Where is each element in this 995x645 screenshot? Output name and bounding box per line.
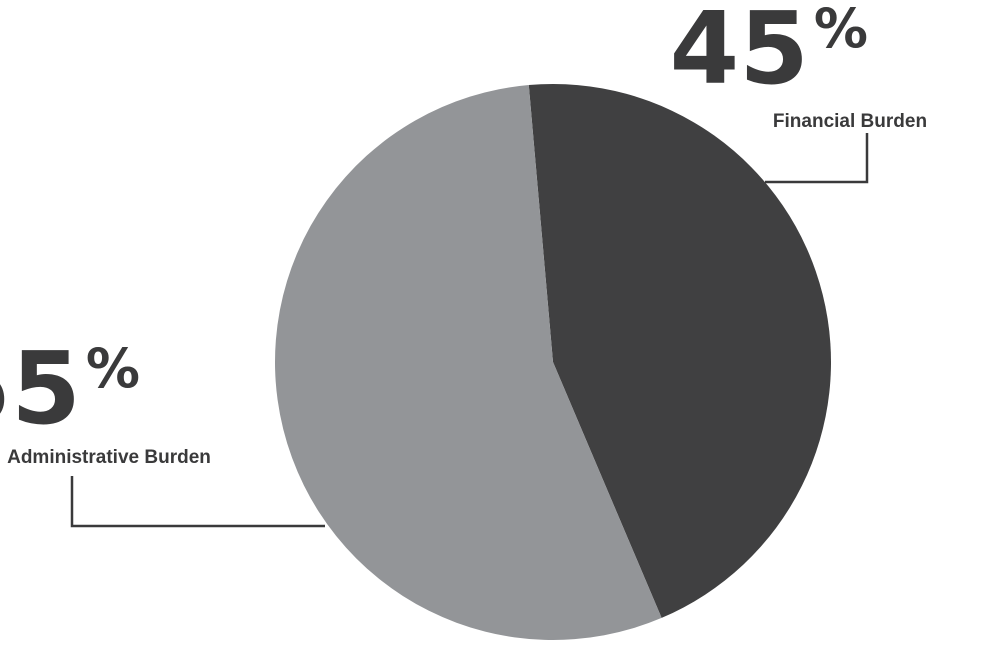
value-label-financial-sign: % [814, 0, 868, 60]
leader-line-financial [765, 133, 869, 184]
value-label-financial: 45 % [670, 0, 868, 107]
pie-slice-financial-burden [528, 84, 831, 618]
value-label-financial-number: 45 [670, 0, 809, 107]
value-label-administrative: 55 % [0, 330, 140, 447]
category-label-administrative: Administrative Burden [7, 447, 211, 468]
value-label-administrative-sign: % [86, 337, 140, 400]
category-label-financial: Financial Burden [773, 111, 927, 132]
value-label-administrative-number: 55 [0, 330, 81, 447]
pie-slice-administrative-burden [275, 85, 662, 641]
leader-line-administrative [70, 476, 325, 528]
pie-slices [275, 84, 831, 641]
